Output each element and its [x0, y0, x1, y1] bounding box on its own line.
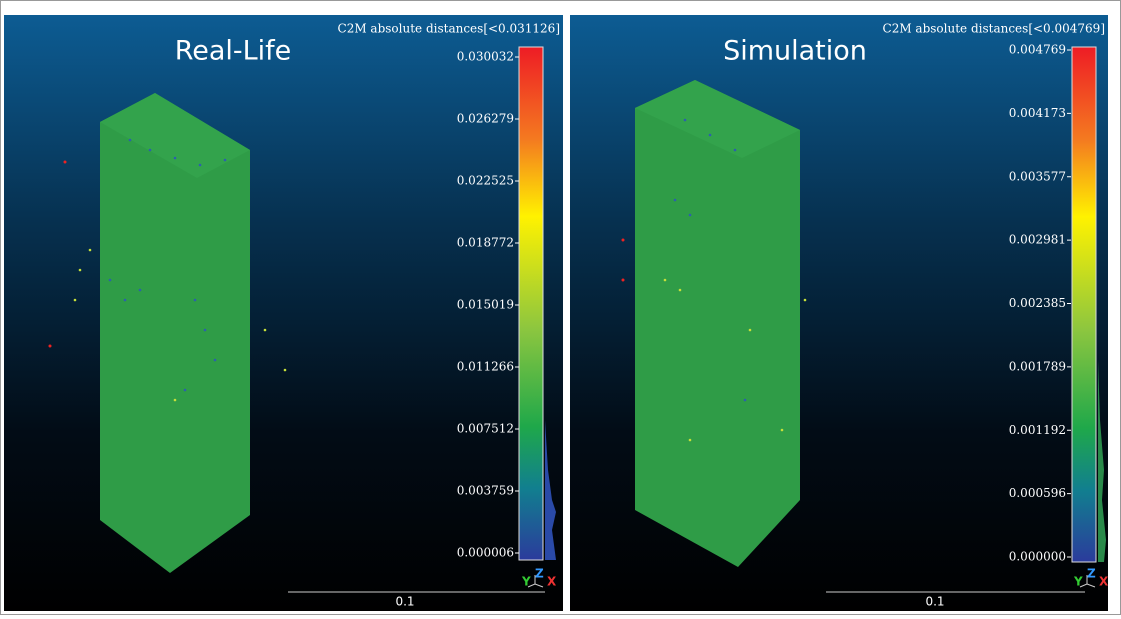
viewport-title: Simulation: [723, 36, 867, 67]
scale-tick-label: 0.004173: [1009, 106, 1066, 120]
mesh: [635, 80, 800, 567]
axis-label: X: [547, 575, 557, 589]
axis-label: Z: [1087, 567, 1096, 581]
right-viewport: C2M absolute distances[<0.004769] Simula…: [570, 15, 1109, 611]
scale-tick-label: 0.030032: [457, 50, 514, 64]
viewport-title: Real-Life: [175, 36, 292, 67]
left-viewport: C2M absolute distances[<0.031126] Real-L…: [4, 15, 563, 611]
axis-label: X: [1099, 575, 1109, 589]
scale-tick-label: 0.000596: [1009, 486, 1066, 500]
axis-label: Y: [521, 575, 531, 589]
color-scale: [1072, 47, 1096, 562]
scale-tick-label: 0.001789: [1009, 359, 1066, 373]
scale-tick-label: 0.007512: [457, 422, 514, 436]
viewport-bg: [4, 15, 563, 611]
scale-tick-label: 0.018772: [457, 236, 514, 250]
scale-tick-label: 0.002981: [1009, 233, 1066, 247]
scale-tick-label: 0.003759: [457, 484, 514, 498]
scale-tick-label: 0.026279: [457, 112, 514, 126]
scale-tick-label: 0.011266: [457, 360, 514, 374]
scale-bar-label: 0.1: [925, 595, 944, 609]
scale-tick-label: 0.003577: [1009, 169, 1066, 183]
scale-tick-label: 0.022525: [457, 174, 514, 188]
scale-tick-label: 0.015019: [457, 298, 514, 312]
screenshot: C2M absolute distances[<0.031126] Real-L…: [0, 0, 1121, 615]
scale-bar-label: 0.1: [395, 595, 414, 609]
scale-tick-label: 0.000006: [457, 546, 514, 560]
scale-tick-label: 0.002385: [1009, 296, 1066, 310]
scale-tick-label: 0.004769: [1009, 43, 1066, 57]
axis-label: Z: [535, 567, 544, 581]
scale-tick-label: 0.001192: [1009, 423, 1066, 437]
scale-tick-label: 0.000000: [1009, 550, 1066, 564]
color-scale: [519, 47, 543, 560]
axis-label: Y: [1073, 575, 1083, 589]
scalar-field-name: C2M absolute distances[<0.004769]: [883, 22, 1105, 36]
scalar-field-name: C2M absolute distances[<0.031126]: [338, 22, 560, 36]
